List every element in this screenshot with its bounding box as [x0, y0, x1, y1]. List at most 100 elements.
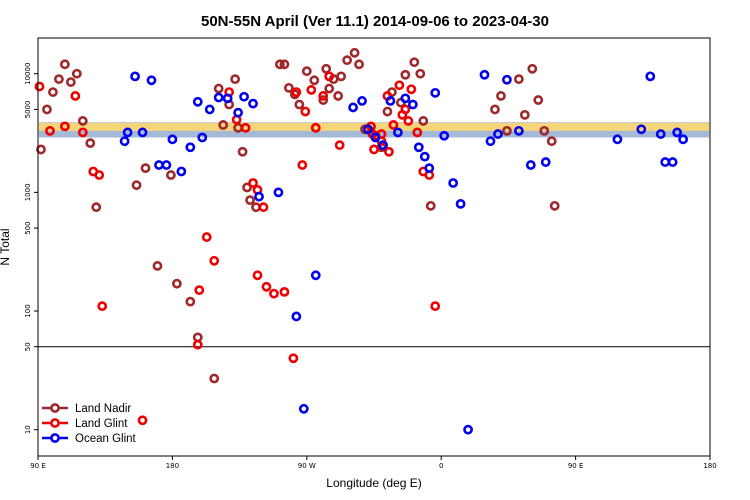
- chart-title: 50N-55N April (Ver 11.1) 2014-09-06 to 2…: [201, 13, 549, 30]
- data-point: [612, 134, 623, 145]
- data-point: [291, 311, 302, 322]
- data-point: [230, 74, 241, 85]
- data-point: [324, 71, 335, 82]
- data-point: [279, 286, 290, 297]
- y-tick-label: 50: [24, 342, 32, 351]
- legend-item: Ocean Glint: [42, 433, 137, 445]
- x-tick-label: 90 E: [568, 462, 584, 470]
- data-point: [342, 55, 353, 66]
- data-point: [97, 301, 108, 312]
- data-point: [258, 202, 269, 213]
- data-point: [130, 71, 140, 82]
- data-point: [213, 83, 224, 94]
- data-point: [34, 81, 45, 92]
- data-point: [48, 87, 58, 97]
- x-axis: 90 E 180 90 W 0 90 E 180: [30, 456, 717, 470]
- data-point: [388, 120, 399, 130]
- data-point: [415, 68, 426, 79]
- data-point: [65, 77, 76, 87]
- data-point: [397, 109, 408, 120]
- data-point: [194, 285, 205, 296]
- data-point: [348, 102, 358, 113]
- data-point: [209, 255, 220, 266]
- data-point: [279, 59, 290, 70]
- data-point: [318, 91, 329, 101]
- legend-marker: [50, 418, 60, 428]
- data-point: [77, 116, 88, 126]
- data-point: [636, 124, 647, 135]
- data-point: [539, 125, 550, 136]
- data-point: [424, 163, 435, 174]
- data-point: [418, 116, 429, 126]
- data-point: [400, 93, 411, 104]
- data-point: [394, 80, 405, 91]
- data-point: [248, 178, 258, 188]
- data-point: [549, 200, 560, 211]
- data-point: [392, 127, 403, 138]
- data-point: [655, 129, 666, 139]
- data-point: [213, 92, 224, 103]
- data-point: [672, 127, 683, 138]
- data-point: [369, 144, 379, 155]
- y-tick-label: 10: [24, 425, 32, 434]
- data-point: [152, 261, 163, 271]
- data-point: [412, 127, 423, 138]
- data-point: [385, 96, 396, 106]
- data-point: [546, 136, 557, 147]
- data-point: [496, 91, 506, 101]
- data-point: [91, 202, 102, 213]
- data-point: [283, 82, 294, 93]
- data-point: [137, 127, 148, 138]
- data-point: [70, 91, 81, 101]
- data-point: [297, 160, 308, 170]
- data-point: [122, 127, 133, 138]
- data-point: [254, 191, 264, 202]
- data-point: [660, 157, 671, 167]
- y-tick-label: 1000: [24, 183, 32, 201]
- series-ocean-glint: [119, 69, 689, 435]
- data-point: [248, 98, 258, 109]
- data-point: [59, 59, 70, 70]
- data-point: [185, 296, 196, 307]
- data-point: [425, 200, 436, 211]
- data-point: [59, 121, 70, 132]
- data-point: [430, 87, 441, 98]
- data-point: [525, 160, 536, 170]
- y-axis: 10 50 100 500 1000 5000 10000: [24, 63, 38, 434]
- y-axis-label: N Total: [0, 228, 12, 265]
- data-point: [252, 270, 263, 281]
- data-point: [137, 415, 148, 426]
- data-point: [146, 75, 157, 86]
- data-point: [678, 134, 689, 145]
- data-point: [71, 68, 82, 79]
- data-point: [291, 87, 302, 97]
- plot-frame: [37, 37, 711, 457]
- legend-label: Land Glint: [75, 418, 128, 430]
- data-point: [463, 424, 473, 435]
- legend: Land Nadir Land Glint Ocean Glint: [42, 403, 137, 445]
- legend-label: Ocean Glint: [75, 433, 137, 445]
- data-point: [42, 104, 52, 115]
- data-point: [370, 132, 381, 143]
- data-point: [36, 144, 46, 155]
- x-tick-label: 180: [703, 462, 716, 470]
- data-point: [407, 99, 418, 110]
- data-point: [324, 83, 335, 94]
- data-point: [448, 178, 459, 188]
- data-point: [209, 373, 220, 384]
- data-point: [336, 71, 347, 82]
- data-point: [94, 170, 105, 180]
- legend-label: Land Nadir: [75, 403, 131, 415]
- data-point: [222, 93, 233, 104]
- data-point: [439, 130, 450, 141]
- data-point: [533, 95, 544, 105]
- data-point: [513, 125, 524, 136]
- data-point: [269, 288, 279, 299]
- data-point: [310, 122, 321, 133]
- data-point: [192, 339, 203, 350]
- data-point: [333, 91, 344, 101]
- data-point: [354, 59, 364, 70]
- data-point: [240, 122, 251, 133]
- y-tick-label: 100: [24, 304, 32, 317]
